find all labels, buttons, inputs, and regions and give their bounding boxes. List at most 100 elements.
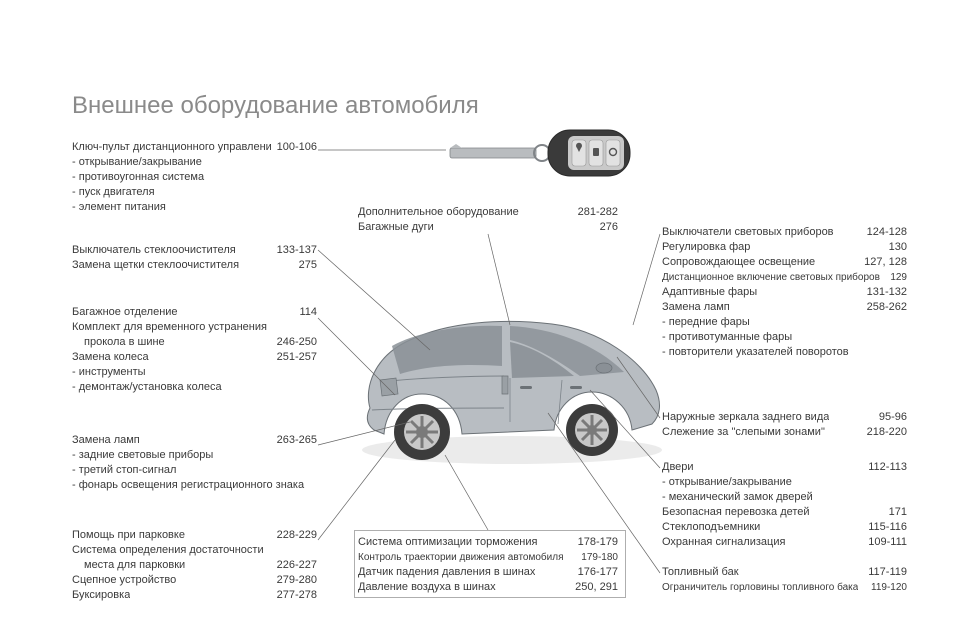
page-root: { "title": { "text": "Внешнее оборудован… (0, 0, 954, 636)
index-row: Слежение за "слепыми зонами" 218-220 (662, 425, 907, 440)
index-subitem: третий стоп-сигнал (72, 463, 317, 478)
page-title: Внешнее оборудование автомобиля (72, 92, 479, 120)
index-row: Багажные дуги276 (358, 220, 618, 235)
index-subitem: противотуманные фары (662, 330, 907, 345)
index-subitem: задние световые приборы (72, 448, 317, 463)
index-row: Выключатели световых приборов 124-128 (662, 225, 907, 240)
index-row: Помощь при парковке 228-229 (72, 528, 317, 543)
index-pages: 179-180 (575, 550, 618, 565)
index-pages: 258-262 (861, 300, 907, 315)
index-row: Датчик падения давления в шинах176-177 (358, 565, 618, 580)
index-row: Топливный бак117-119 (662, 565, 907, 580)
index-subitem: открывание/закрывание (72, 155, 317, 170)
index-pages: 124-128 (861, 225, 907, 240)
index-label: Выключатель стеклоочистителя (72, 243, 236, 258)
index-pages: 109-111 (862, 535, 907, 550)
index-label: Стеклоподъемники (662, 520, 760, 535)
index-label: прокола в шине (72, 335, 165, 350)
index-subitem: механический замок дверей (662, 490, 907, 505)
index-label: Багажные дуги (358, 220, 434, 235)
index-pages: 218-220 (861, 425, 907, 440)
index-pages: 250, 291 (569, 580, 618, 595)
block-remote_key: Ключ-пульт дистанционного управления100-… (72, 140, 317, 215)
index-label: Замена ламп (72, 433, 140, 448)
index-pages: 129 (884, 270, 907, 285)
index-row: Дополнительное оборудование281-282 (358, 205, 618, 220)
index-row: Комплект для временного устранения (72, 320, 317, 335)
index-pages: 228-229 (271, 528, 317, 543)
index-row: Ограничитель горловины топливного бака 11… (662, 580, 907, 595)
index-pages: 275 (293, 258, 317, 273)
index-pages: 246-250 (271, 335, 317, 350)
index-label: Выключатели световых приборов (662, 225, 834, 240)
index-label: Сцепное устройство (72, 573, 176, 588)
car-illustration (352, 290, 672, 470)
index-subitem: пуск двигателя (72, 185, 317, 200)
index-pages: 119-120 (865, 580, 907, 595)
index-label: Ограничитель горловины топливного бака (662, 580, 858, 595)
index-label: Дополнительное оборудование (358, 205, 519, 220)
block-accessories: Дополнительное оборудование281-282Багажн… (358, 205, 618, 235)
index-label: Охранная сигнализация (662, 535, 785, 550)
index-pages: 130 (883, 240, 907, 255)
index-subitem: фонарь освещения регистрационного знака (72, 478, 317, 493)
index-row: Багажное отделение114 (72, 305, 317, 320)
index-row: Наружные зеркала заднего вида 95-96 (662, 410, 907, 425)
index-pages: 100-106 (271, 140, 317, 155)
index-pages (311, 543, 317, 558)
index-row: Замена ламп 258-262 (662, 300, 907, 315)
index-pages: 115-116 (862, 520, 907, 535)
index-label: места для парковки (72, 558, 185, 573)
index-label: Замена ламп (662, 300, 730, 315)
block-parking: Помощь при парковке 228-229 Система опреде… (72, 528, 317, 603)
index-label: Замена колеса (72, 350, 149, 365)
index-pages (311, 320, 317, 335)
index-label: Слежение за "слепыми зонами" (662, 425, 825, 440)
index-label: Топливный бак (662, 565, 739, 580)
index-pages: 133-137 (271, 243, 317, 258)
index-row: Стеклоподъемники 115-116 (662, 520, 907, 535)
index-row: Регулировка фар130 (662, 240, 907, 255)
index-row: Безопасная перевозка детей171 (662, 505, 907, 520)
index-label: Дистанционное включение световых приборо… (662, 270, 880, 285)
index-row: Сопровождающее освещение 127, 128 (662, 255, 907, 270)
index-label: Система определения достаточности (72, 543, 264, 558)
index-subitem: элемент питания (72, 200, 317, 215)
index-pages: 171 (883, 505, 907, 520)
index-row: Адаптивные фары131-132 (662, 285, 907, 300)
index-pages: 112-113 (862, 460, 907, 475)
index-label: Ключ-пульт дистанционного управления (72, 140, 271, 155)
index-label: Контроль траектории движения автомобиля (358, 550, 563, 565)
index-row: Контроль траектории движения автомобиля 1… (358, 550, 618, 565)
index-label: Адаптивные фары (662, 285, 757, 300)
index-label: Сопровождающее освещение (662, 255, 815, 270)
index-row: Замена щетки стеклоочистителя275 (72, 258, 317, 273)
index-label: Наружные зеркала заднего вида (662, 410, 829, 425)
index-row: Система определения достаточности (72, 543, 317, 558)
index-subitem: передние фары (662, 315, 907, 330)
index-row: Замена ламп263-265 (72, 433, 317, 448)
index-row: Ключ-пульт дистанционного управления100-… (72, 140, 317, 155)
index-subitem: демонтаж/установка колеса (72, 380, 317, 395)
index-pages: 279-280 (271, 573, 317, 588)
index-row: места для парковки226-227 (72, 558, 317, 573)
index-label: Двери (662, 460, 694, 475)
index-subitem: противоугонная система (72, 170, 317, 185)
index-row: Буксировка277-278 (72, 588, 317, 603)
block-boot: Багажное отделение114Комплект для времен… (72, 305, 317, 395)
index-label: Помощь при парковке (72, 528, 185, 543)
block-wiper: Выключатель стеклоочистителя 133-137Замен… (72, 243, 317, 273)
index-row: Давление воздуха в шинах 250, 291 (358, 580, 618, 595)
index-subitem: инструменты (72, 365, 317, 380)
index-label: Давление воздуха в шинах (358, 580, 496, 595)
index-row: Двери 112-113 (662, 460, 907, 475)
index-label: Буксировка (72, 588, 130, 603)
index-label: Комплект для временного устранения (72, 320, 267, 335)
block-lights: Выключатели световых приборов 124-128Регу… (662, 225, 907, 360)
index-row: прокола в шине 246-250 (72, 335, 317, 350)
index-pages: 95-96 (873, 410, 907, 425)
block-fuel: Топливный бак117-119Ограничитель горлови… (662, 565, 907, 595)
index-label: Датчик падения давления в шинах (358, 565, 535, 580)
index-pages: 127, 128 (858, 255, 907, 270)
index-row: Дистанционное включение световых приборо… (662, 270, 907, 285)
